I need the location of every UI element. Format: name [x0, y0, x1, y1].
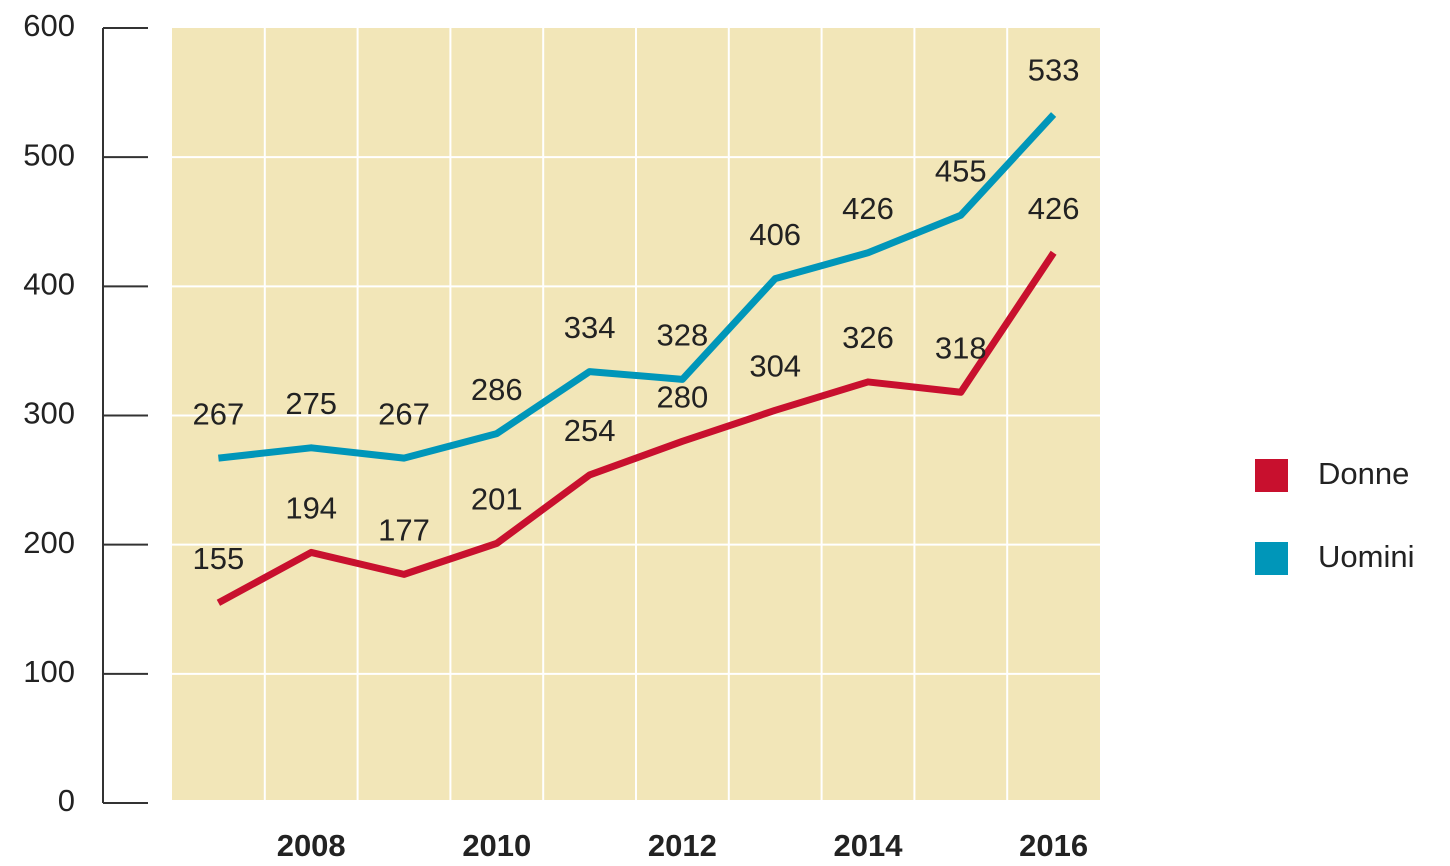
data-label: 426 [1028, 191, 1080, 226]
data-label: 201 [471, 482, 523, 517]
data-label: 286 [471, 372, 523, 407]
data-label: 326 [842, 320, 894, 355]
y-tick-label: 0 [58, 783, 75, 818]
data-label: 155 [193, 541, 245, 576]
x-tick-label: 2014 [834, 828, 904, 863]
series-line [216, 250, 1057, 606]
series-line [218, 112, 1057, 462]
legend-swatch [1255, 459, 1288, 492]
data-label: 426 [842, 191, 894, 226]
data-label: 275 [285, 386, 337, 421]
data-label: 533 [1028, 53, 1080, 88]
x-tick-label: 2016 [1019, 828, 1088, 863]
data-label: 455 [935, 153, 987, 188]
legend-label: Donne [1318, 456, 1409, 491]
data-label: 406 [749, 217, 801, 252]
y-tick-label: 100 [23, 654, 75, 689]
y-tick-label: 200 [23, 525, 75, 560]
data-label: 328 [657, 318, 709, 353]
data-label: 267 [193, 396, 245, 431]
data-label: 267 [378, 396, 430, 431]
y-tick-label: 600 [23, 8, 75, 43]
data-label: 194 [285, 491, 337, 526]
y-tick-label: 400 [23, 267, 75, 302]
data-label: 334 [564, 310, 616, 345]
data-label: 177 [378, 513, 430, 548]
data-label: 304 [749, 349, 801, 384]
y-tick-label: 300 [23, 396, 75, 431]
x-tick-label: 2010 [462, 828, 531, 863]
x-tick-label: 2012 [648, 828, 717, 863]
data-label: 280 [657, 380, 709, 415]
y-tick-label: 500 [23, 137, 75, 172]
data-label: 318 [935, 330, 987, 365]
data-label: 254 [564, 413, 616, 448]
x-tick-label: 2008 [277, 828, 346, 863]
legend-label: Uomini [1318, 539, 1414, 574]
legend-swatch [1255, 542, 1288, 575]
